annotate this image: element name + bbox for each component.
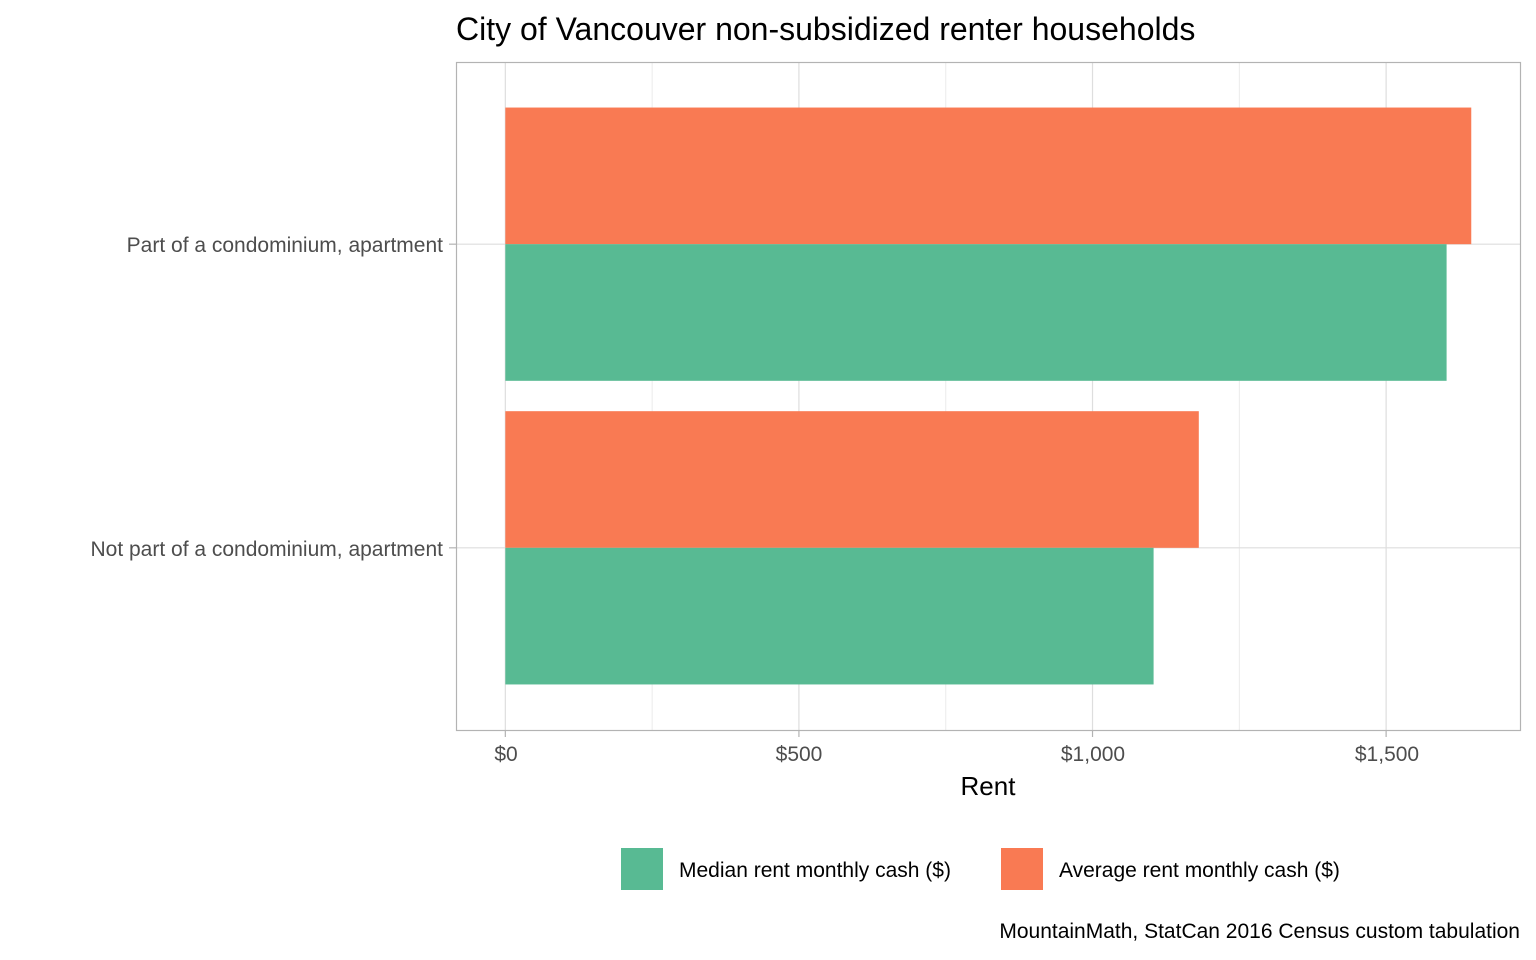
bar-median-1 bbox=[505, 547, 1154, 685]
x-axis: $0 $500 $1,000 $1,500 Rent bbox=[494, 730, 1419, 801]
y-axis: Part of a condominium, apartment Not par… bbox=[90, 234, 456, 561]
x-axis-title: Rent bbox=[961, 771, 1017, 801]
y-tick-label: Part of a condominium, apartment bbox=[127, 234, 443, 257]
bar-median-0 bbox=[505, 244, 1447, 381]
y-tick-label: Not part of a condominium, apartment bbox=[90, 538, 443, 561]
bars bbox=[505, 107, 1472, 685]
legend-swatch-median bbox=[621, 848, 663, 890]
legend: Median rent monthly cash ($) Average ren… bbox=[621, 848, 1340, 890]
bar-average-1 bbox=[505, 411, 1199, 548]
panel-border bbox=[455, 61, 1522, 732]
chart-title: City of Vancouver non-subsidized renter … bbox=[456, 11, 1195, 47]
x-tick-marks bbox=[504, 730, 1387, 737]
legend-label-median: Median rent monthly cash ($) bbox=[679, 859, 951, 882]
x-tick-label: $1,000 bbox=[1061, 743, 1125, 766]
legend-swatch-average bbox=[1001, 848, 1043, 890]
y-tick-marks bbox=[449, 243, 456, 549]
x-tick-label: $1,500 bbox=[1355, 743, 1419, 766]
legend-label-average: Average rent monthly cash ($) bbox=[1059, 859, 1340, 882]
bar-average-0 bbox=[505, 107, 1472, 245]
chart-caption: MountainMath, StatCan 2016 Census custom… bbox=[999, 920, 1520, 943]
x-tick-label: $0 bbox=[494, 743, 517, 766]
x-tick-label: $500 bbox=[776, 743, 823, 766]
plot-area bbox=[455, 61, 1522, 732]
